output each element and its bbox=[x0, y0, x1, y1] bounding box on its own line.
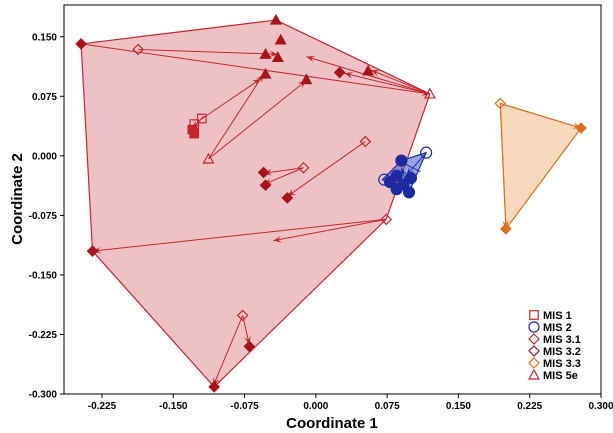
data-point-diamond bbox=[380, 213, 393, 226]
data-point-diamond bbox=[208, 381, 221, 393]
legend-marker-diamond bbox=[528, 357, 540, 369]
data-point-circle bbox=[390, 183, 403, 196]
x-tick-label: 0.225 bbox=[517, 401, 542, 412]
legend-label: MIS 3.2 bbox=[543, 346, 581, 358]
y-tick-label: 0.075 bbox=[32, 92, 57, 103]
data-point-circle bbox=[404, 171, 418, 185]
legend-entry: MIS 3.1 bbox=[528, 333, 581, 346]
data-point-circle bbox=[420, 146, 433, 159]
data-point-diamond bbox=[236, 309, 249, 322]
x-tick-label: -0.075 bbox=[230, 401, 259, 412]
arrow bbox=[273, 218, 387, 243]
data-point-circle bbox=[378, 173, 391, 186]
x-tick-label: 0.300 bbox=[588, 401, 613, 412]
y-tick-label: -0.225 bbox=[29, 330, 58, 341]
data-point-diamond bbox=[333, 66, 346, 79]
y-tick-label: -0.075 bbox=[29, 211, 58, 222]
data-point-diamond bbox=[575, 122, 587, 134]
y-tick-label: 0.150 bbox=[32, 32, 57, 43]
legend-marker-diamond bbox=[528, 333, 540, 345]
data-point-diamond bbox=[257, 166, 270, 179]
y-axis-label: Coordinate 2 bbox=[9, 153, 26, 245]
data-point-square bbox=[189, 128, 200, 139]
data-point-diamond bbox=[259, 179, 272, 192]
data-point-diamond bbox=[494, 97, 507, 110]
data-point-diamond bbox=[75, 38, 87, 50]
data-point-square bbox=[196, 113, 207, 124]
data-point-diamond bbox=[281, 192, 294, 204]
data-point-triangle bbox=[269, 13, 282, 25]
data-point-triangle bbox=[300, 73, 313, 85]
data-point-diamond bbox=[243, 340, 256, 353]
legend-entry: MIS 2 bbox=[528, 321, 572, 334]
x-tick-label: 0.000 bbox=[303, 401, 328, 412]
x-tick-label: 0.150 bbox=[446, 401, 471, 412]
data-point-circle bbox=[402, 186, 416, 199]
data-point-triangle bbox=[271, 51, 284, 62]
arrow bbox=[370, 69, 431, 95]
data-point-triangle bbox=[274, 33, 287, 45]
legend-label: MIS 3.3 bbox=[543, 358, 581, 370]
data-point-circle bbox=[395, 154, 408, 167]
arrow bbox=[138, 48, 278, 58]
data-point-triangle bbox=[259, 67, 272, 79]
legend-label: MIS 2 bbox=[543, 322, 572, 334]
data-point-diamond bbox=[359, 135, 372, 148]
legend-entry: MIS 5e bbox=[527, 368, 578, 382]
data-point-diamond bbox=[297, 161, 310, 174]
data-point-diamond bbox=[132, 43, 144, 56]
arrow bbox=[199, 78, 262, 121]
legend-entry: MIS 3.3 bbox=[528, 357, 581, 370]
plot-frame bbox=[63, 4, 602, 395]
x-tick-label: -0.150 bbox=[159, 401, 188, 412]
data-point-diamond bbox=[86, 245, 99, 257]
legend-entry: MIS 3.2 bbox=[528, 345, 581, 358]
legend-marker-triangle bbox=[527, 368, 541, 380]
data-point-triangle bbox=[423, 87, 436, 99]
legend-marker-square bbox=[529, 310, 539, 320]
data-point-triangle bbox=[202, 152, 215, 164]
x-tick-label: -0.225 bbox=[88, 401, 117, 412]
x-tick-label: 0.075 bbox=[375, 401, 400, 412]
y-tick-label: -0.300 bbox=[29, 390, 58, 401]
legend-label: MIS 1 bbox=[543, 310, 572, 322]
x-axis-label: Coordinate 1 bbox=[286, 415, 378, 432]
arrow bbox=[344, 71, 431, 95]
data-point-diamond bbox=[500, 223, 512, 235]
data-point-triangle bbox=[259, 47, 272, 59]
y-tick-label: -0.150 bbox=[29, 270, 58, 281]
legend-label: MIS 5e bbox=[543, 370, 578, 382]
data-point-triangle bbox=[362, 64, 375, 76]
y-tick-label: 0.000 bbox=[32, 151, 57, 162]
legend-marker-circle bbox=[528, 321, 540, 333]
legend-marker-diamond bbox=[528, 345, 540, 357]
legend-entry: MIS 1 bbox=[529, 310, 572, 322]
legend-label: MIS 3.1 bbox=[543, 334, 581, 346]
